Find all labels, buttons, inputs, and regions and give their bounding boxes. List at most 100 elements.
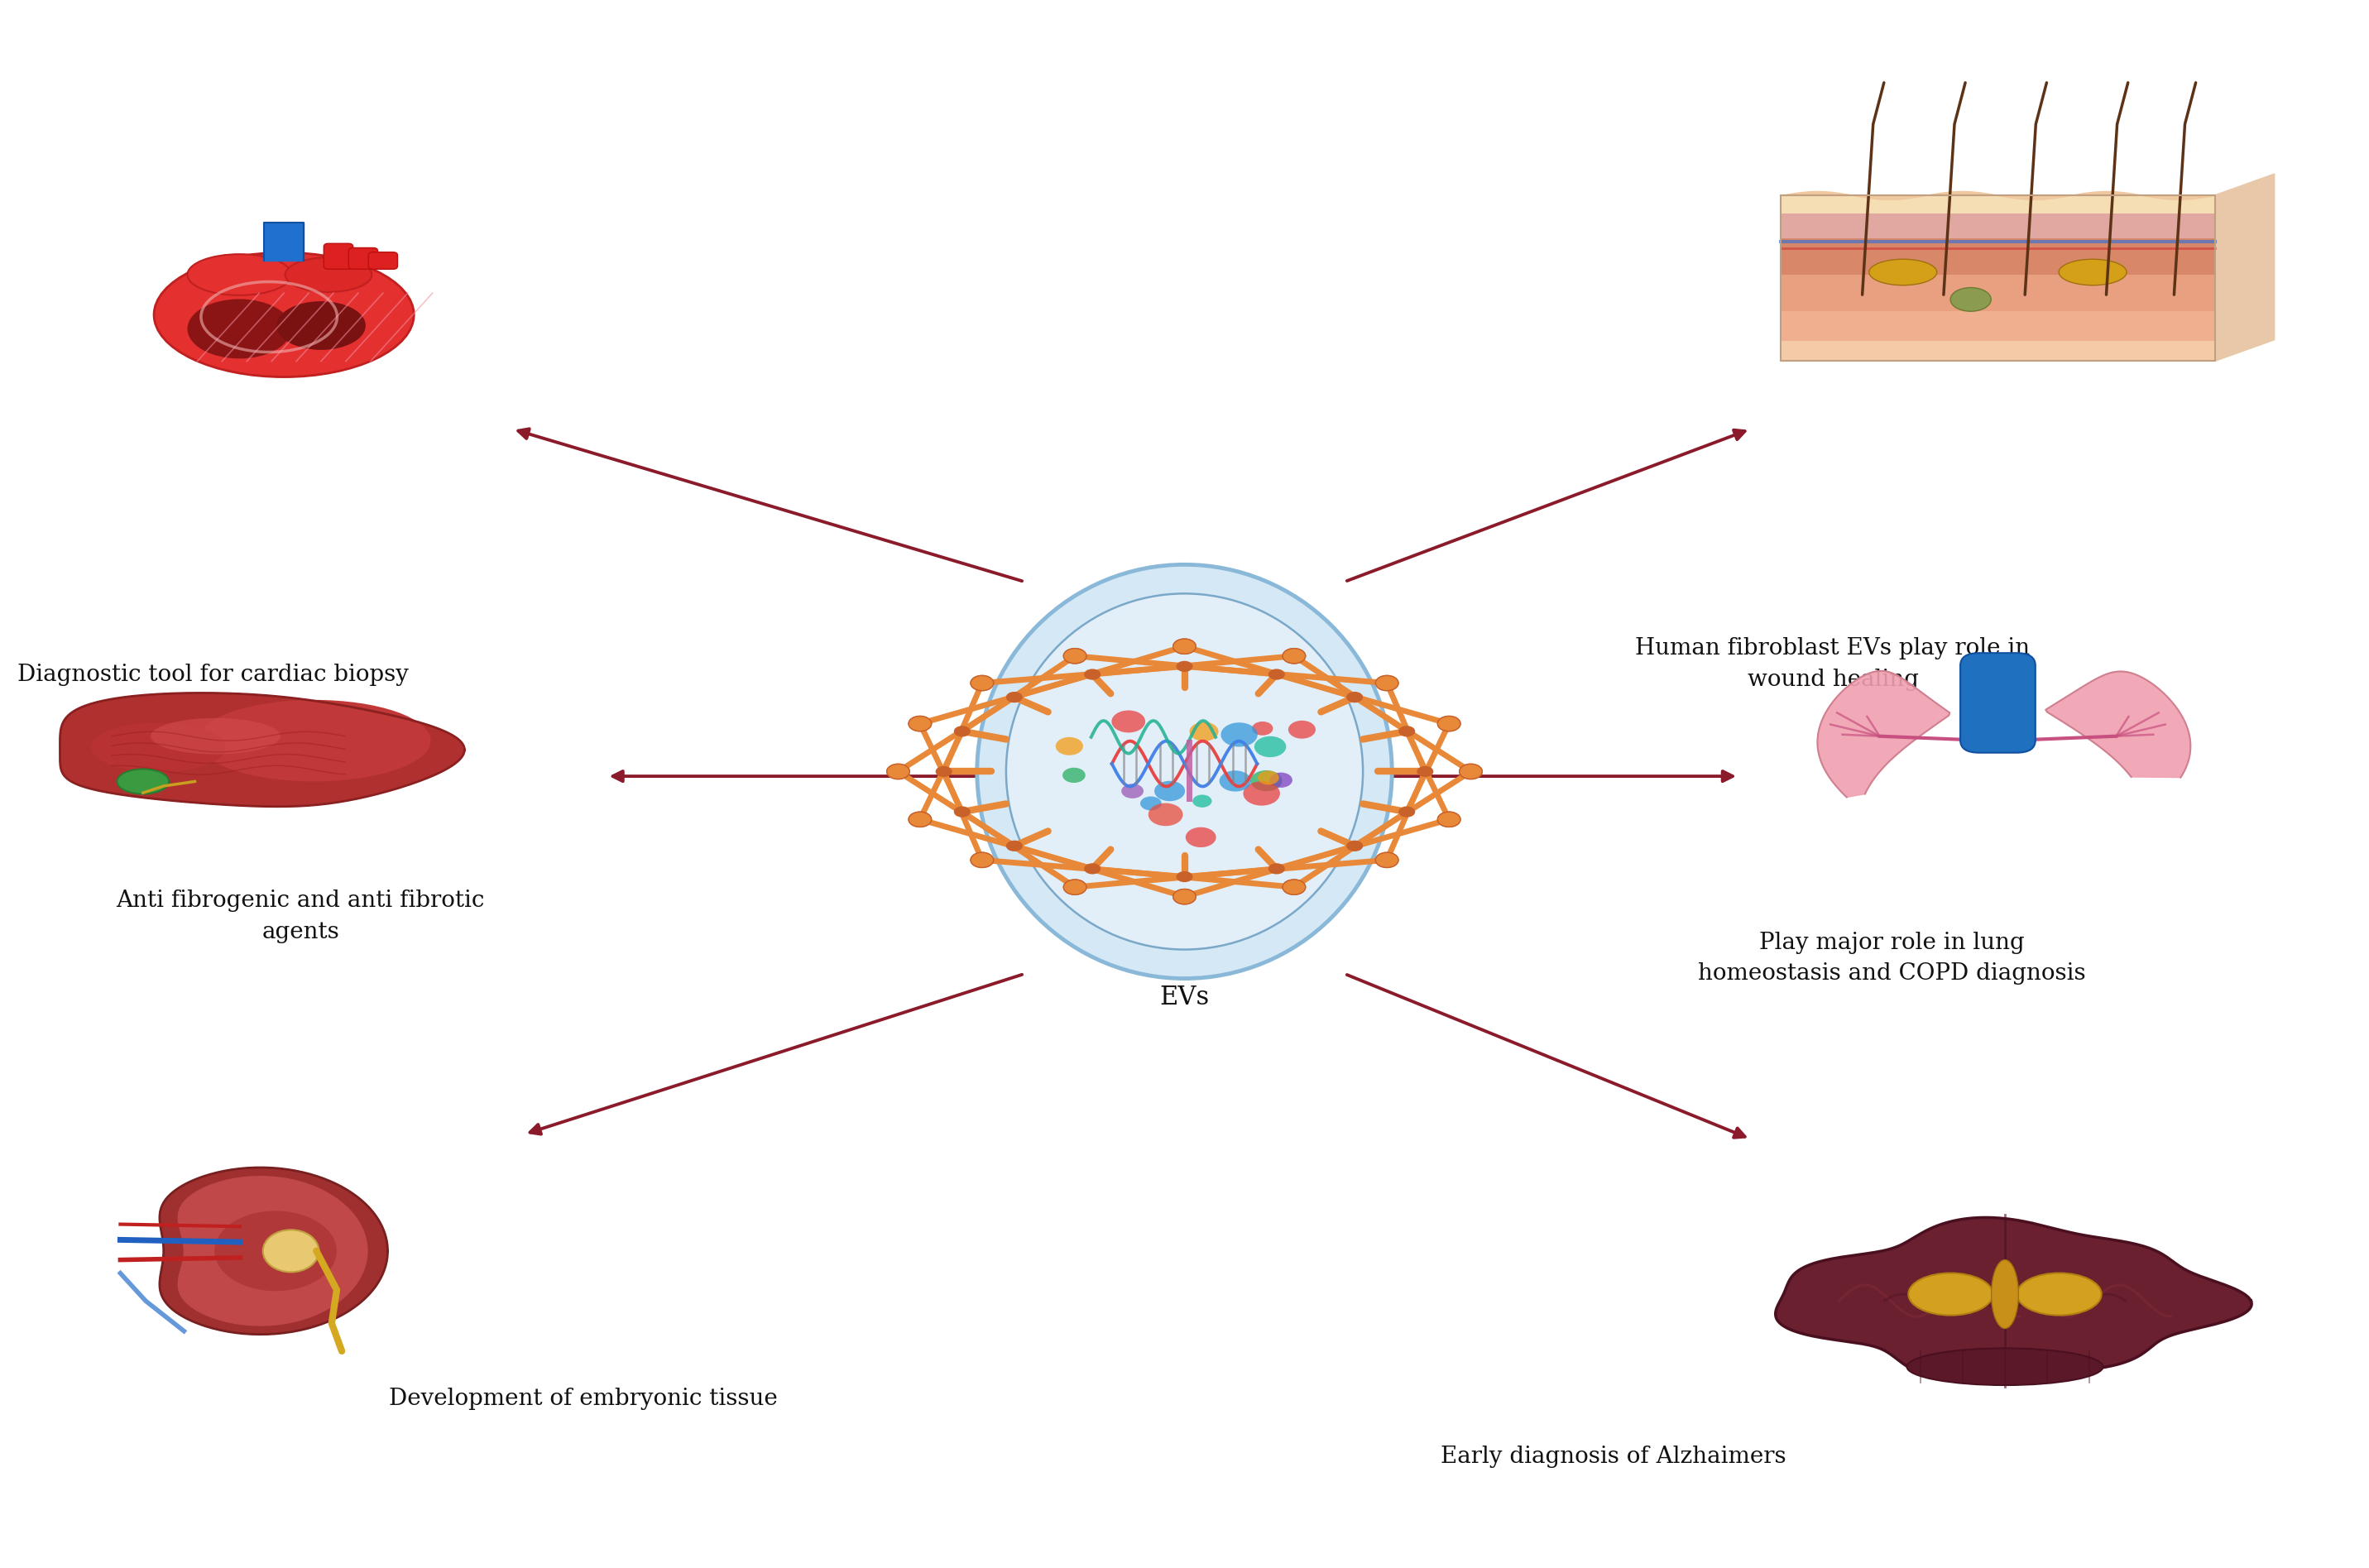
- Circle shape: [1064, 880, 1087, 895]
- Circle shape: [971, 676, 993, 690]
- Circle shape: [1346, 840, 1362, 851]
- Text: Diagnostic tool for cardiac biopsy: Diagnostic tool for cardiac biopsy: [17, 663, 410, 687]
- Circle shape: [886, 764, 910, 779]
- Circle shape: [1220, 770, 1251, 792]
- Circle shape: [1376, 853, 1398, 867]
- Circle shape: [1173, 889, 1196, 905]
- Circle shape: [1175, 872, 1194, 883]
- Circle shape: [1438, 717, 1459, 731]
- Polygon shape: [1774, 1217, 2251, 1381]
- Circle shape: [1173, 638, 1196, 654]
- Circle shape: [1376, 676, 1398, 690]
- Text: Anti fibrogenic and anti fibrotic
agents: Anti fibrogenic and anti fibrotic agents: [116, 889, 486, 942]
- Circle shape: [1346, 691, 1362, 702]
- Circle shape: [910, 812, 931, 826]
- Ellipse shape: [216, 1210, 336, 1290]
- Ellipse shape: [976, 564, 1393, 978]
- Ellipse shape: [2016, 1273, 2101, 1316]
- Circle shape: [1459, 764, 1483, 779]
- Ellipse shape: [187, 299, 291, 359]
- Circle shape: [1007, 840, 1023, 851]
- Polygon shape: [1817, 671, 1950, 797]
- Circle shape: [1064, 649, 1087, 663]
- Circle shape: [1376, 676, 1398, 690]
- Circle shape: [1270, 773, 1293, 787]
- Polygon shape: [263, 223, 303, 260]
- FancyBboxPatch shape: [1781, 312, 2215, 342]
- Circle shape: [1220, 723, 1258, 746]
- Circle shape: [1398, 806, 1414, 817]
- Circle shape: [1175, 660, 1194, 671]
- Text: EVs: EVs: [1158, 985, 1211, 1010]
- Ellipse shape: [1909, 1273, 1992, 1316]
- Circle shape: [886, 764, 910, 779]
- Circle shape: [1438, 812, 1459, 826]
- Polygon shape: [59, 693, 464, 806]
- FancyBboxPatch shape: [1781, 194, 2215, 213]
- Circle shape: [1289, 721, 1315, 739]
- Circle shape: [1064, 649, 1087, 663]
- Circle shape: [1184, 828, 1215, 847]
- Circle shape: [1398, 726, 1414, 737]
- FancyBboxPatch shape: [1781, 213, 2215, 238]
- Ellipse shape: [1007, 594, 1362, 950]
- Circle shape: [1438, 812, 1459, 826]
- Circle shape: [1064, 880, 1087, 895]
- Circle shape: [1173, 638, 1196, 654]
- Circle shape: [1173, 889, 1196, 905]
- Circle shape: [1282, 880, 1305, 895]
- FancyBboxPatch shape: [325, 243, 353, 270]
- Circle shape: [1139, 797, 1161, 811]
- Ellipse shape: [197, 699, 431, 781]
- Ellipse shape: [277, 301, 365, 350]
- Text: Early diagnosis of Alzhaimers: Early diagnosis of Alzhaimers: [1440, 1446, 1786, 1468]
- FancyBboxPatch shape: [367, 252, 398, 270]
- Ellipse shape: [90, 723, 225, 773]
- Circle shape: [1007, 691, 1023, 702]
- Ellipse shape: [1907, 1348, 2104, 1385]
- Ellipse shape: [116, 768, 168, 793]
- FancyBboxPatch shape: [1781, 238, 2215, 274]
- Polygon shape: [2047, 671, 2191, 778]
- FancyBboxPatch shape: [1781, 274, 2215, 312]
- Ellipse shape: [154, 252, 415, 376]
- Ellipse shape: [263, 1229, 320, 1272]
- Circle shape: [936, 767, 952, 778]
- Circle shape: [1244, 781, 1279, 806]
- Circle shape: [955, 726, 971, 737]
- Ellipse shape: [284, 257, 372, 292]
- Circle shape: [1149, 803, 1182, 826]
- Circle shape: [1253, 737, 1286, 757]
- Circle shape: [1251, 721, 1272, 735]
- Circle shape: [1282, 649, 1305, 663]
- Text: Play major role in lung
homeostasis and COPD diagnosis: Play major role in lung homeostasis and …: [1699, 931, 2085, 985]
- Circle shape: [1189, 721, 1218, 742]
- Circle shape: [971, 676, 993, 690]
- Circle shape: [1192, 795, 1213, 808]
- Circle shape: [955, 806, 971, 817]
- Circle shape: [1061, 768, 1085, 782]
- Circle shape: [1085, 864, 1102, 875]
- Polygon shape: [159, 1168, 389, 1334]
- Ellipse shape: [152, 718, 280, 754]
- Polygon shape: [2215, 174, 2274, 361]
- Text: Human fibroblast EVs play role in
wound healing: Human fibroblast EVs play role in wound …: [1635, 638, 2030, 691]
- FancyBboxPatch shape: [348, 248, 377, 270]
- Polygon shape: [1781, 340, 2274, 361]
- Circle shape: [1154, 781, 1184, 801]
- Circle shape: [1085, 670, 1102, 681]
- Ellipse shape: [1869, 259, 1938, 285]
- FancyBboxPatch shape: [1959, 652, 2035, 753]
- Circle shape: [1417, 767, 1433, 778]
- Ellipse shape: [187, 254, 291, 295]
- Ellipse shape: [1992, 1259, 2018, 1328]
- Circle shape: [971, 853, 993, 867]
- Ellipse shape: [1950, 287, 1990, 312]
- Circle shape: [1267, 864, 1284, 875]
- Circle shape: [1258, 771, 1279, 784]
- Circle shape: [1111, 710, 1144, 732]
- Circle shape: [910, 717, 931, 731]
- Circle shape: [1282, 880, 1305, 895]
- Ellipse shape: [2059, 259, 2127, 285]
- Circle shape: [1267, 670, 1284, 681]
